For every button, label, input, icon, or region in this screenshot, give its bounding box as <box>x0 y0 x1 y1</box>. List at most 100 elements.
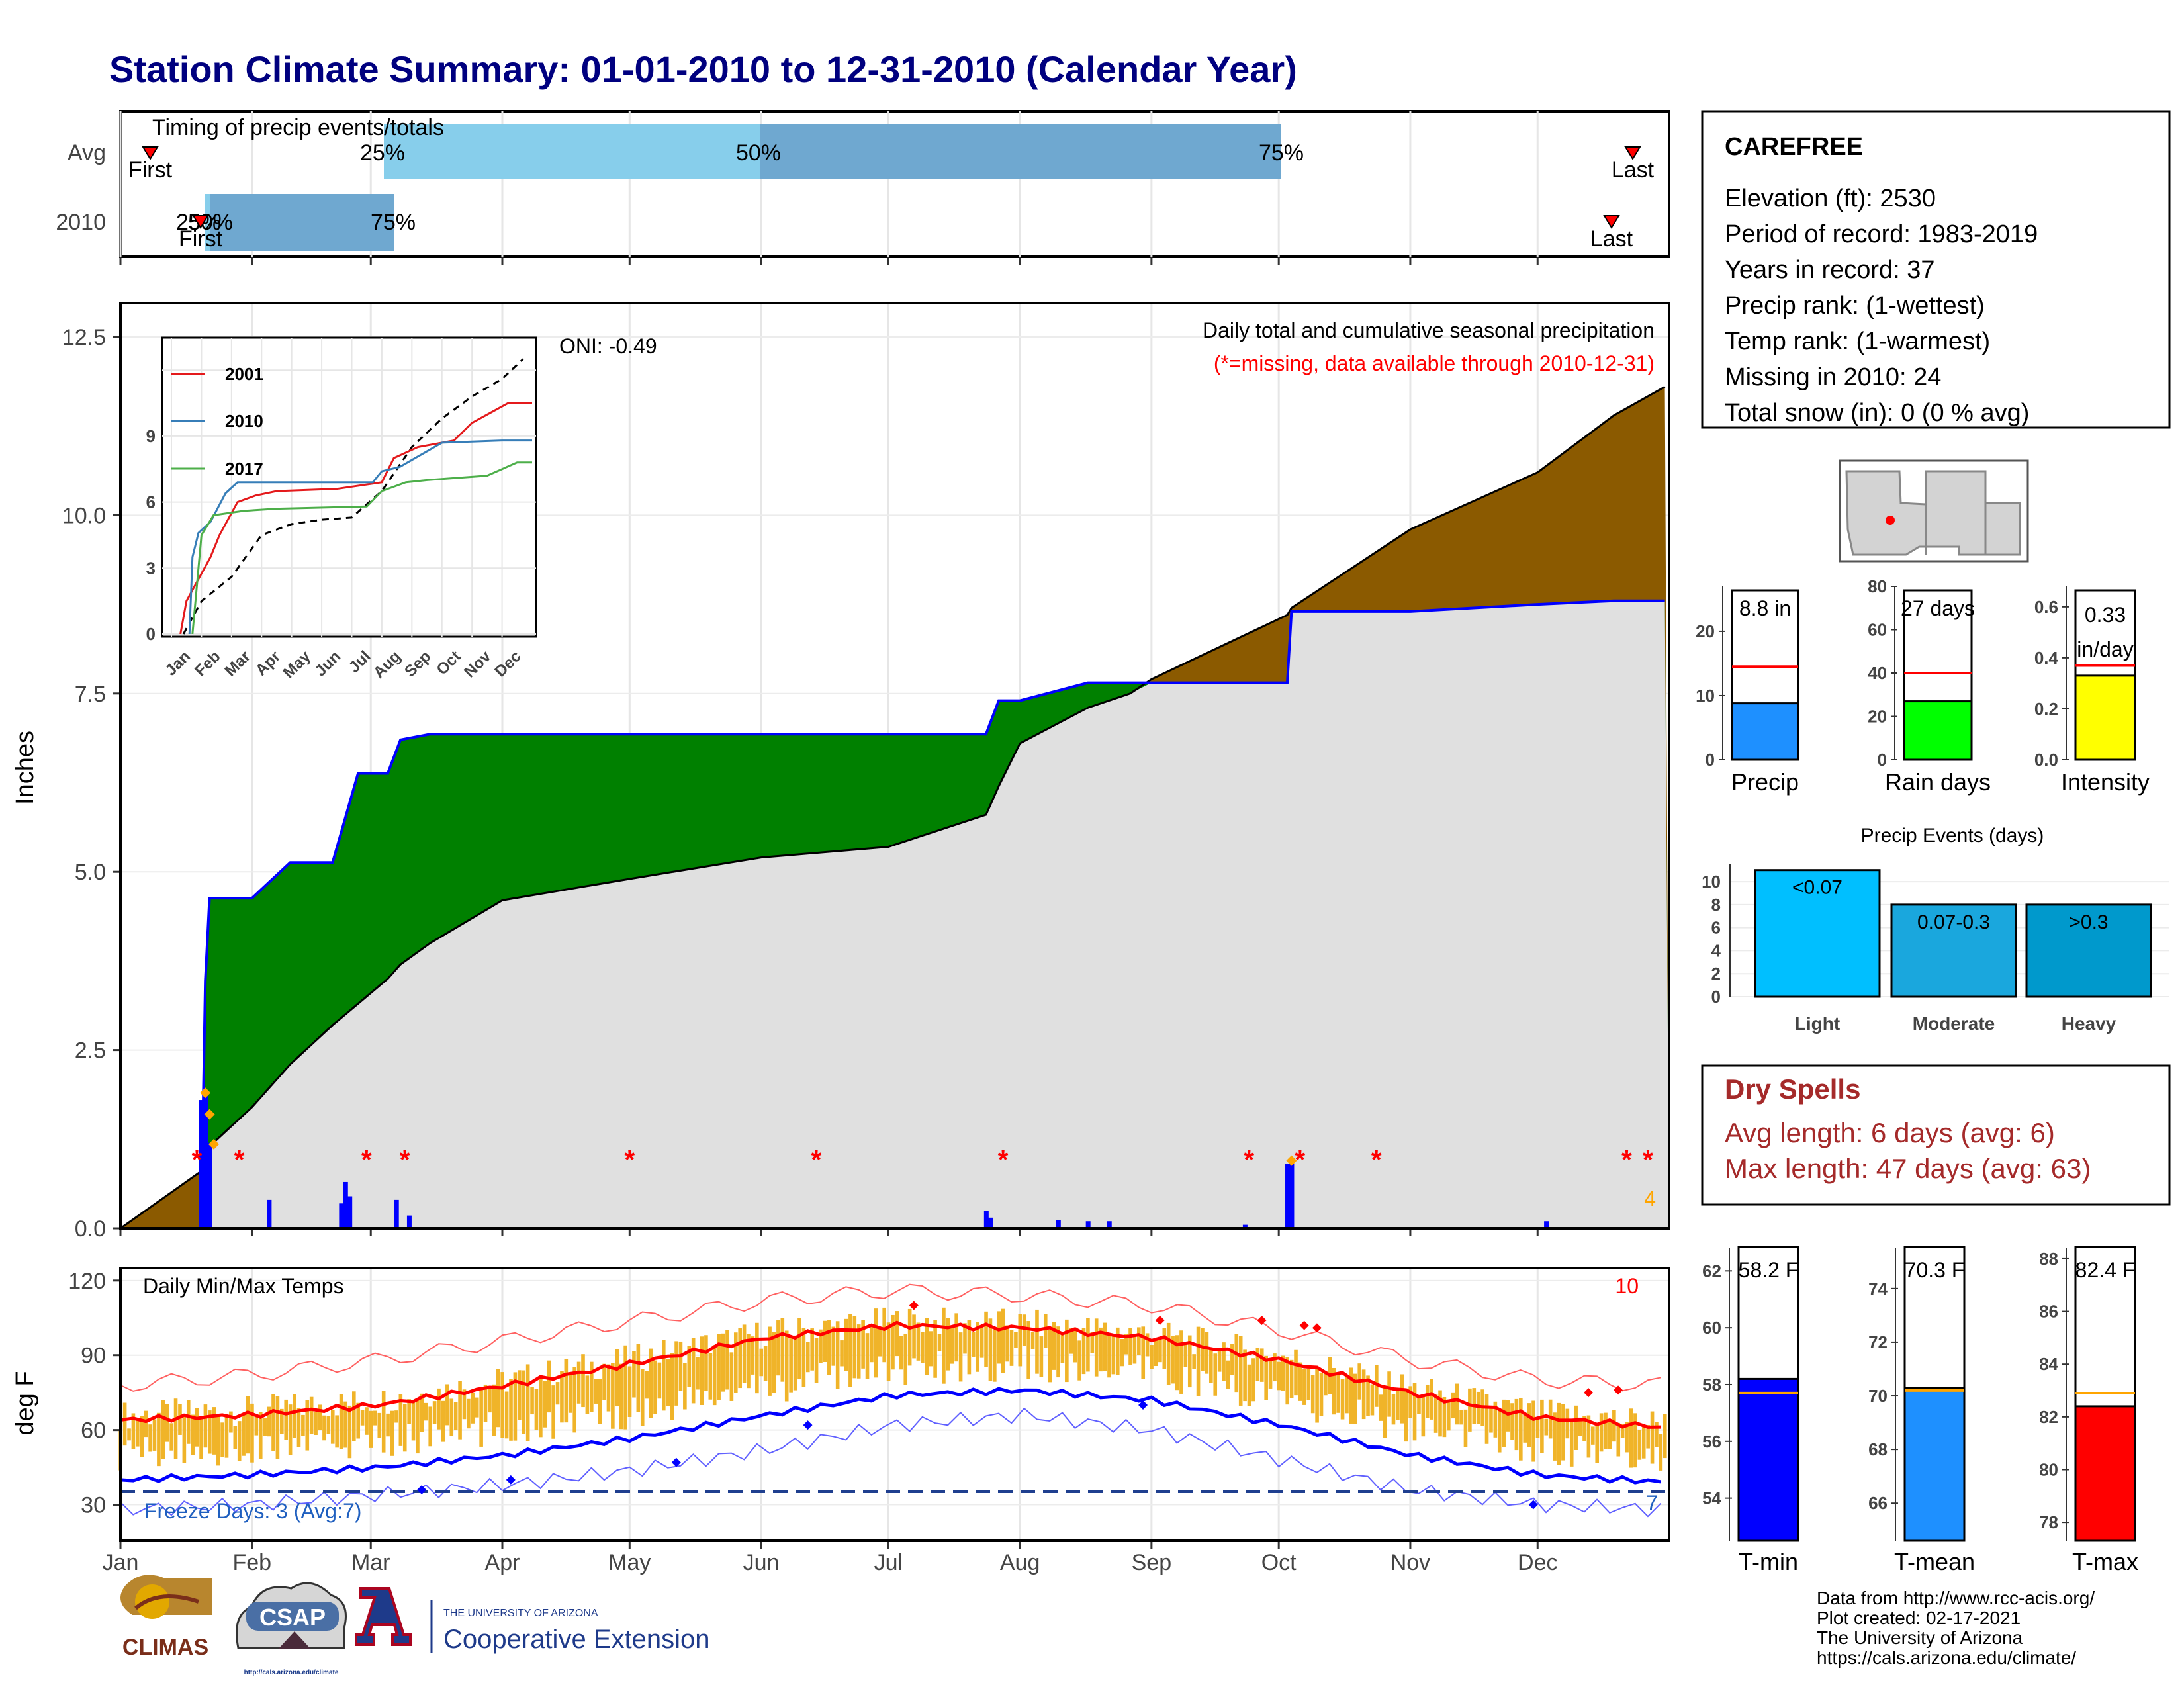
credit-line-2: Plot created: 02-17-2021 <box>1817 1608 2021 1628</box>
daily-temp-bar <box>916 1322 921 1361</box>
daily-temp-bar <box>929 1331 933 1367</box>
record-low-marker <box>417 1485 427 1494</box>
daily-precip-bar <box>339 1203 344 1228</box>
daily-temp-bar <box>691 1338 696 1404</box>
daily-temp-bar <box>967 1320 972 1375</box>
daily-temp-bar <box>1519 1398 1523 1461</box>
precip-panel-frame <box>119 302 1670 1230</box>
daily-temp-bar <box>449 1398 454 1437</box>
daily-temp-bar <box>479 1388 483 1447</box>
temp-panel-frame <box>119 1267 1670 1542</box>
temp-summary-tick-label: 70 <box>1868 1386 1888 1406</box>
inset-y-tick-label: 9 <box>146 426 156 446</box>
timing-2010-25-50-bar <box>205 194 210 251</box>
missing-day-marker: * <box>1621 1146 1632 1175</box>
month-label: Jan <box>103 1550 139 1575</box>
daily-precip-bar <box>1289 1164 1295 1228</box>
seasonal-summary-charts: 0 10 20 8.8 in Precip 0 20 40 60 80 27 days Rain da… <box>1696 576 2150 796</box>
inset-average-line <box>182 358 524 635</box>
daily-temp-bar <box>1107 1333 1111 1378</box>
missing-day-marker: * <box>1244 1146 1255 1175</box>
mini-chart-tick-label: 0.4 <box>2034 648 2059 668</box>
daily-temp-bar <box>402 1404 407 1452</box>
daily-temp-bar <box>840 1340 844 1367</box>
timing-panel: Timing of precip events/totals Avg 2010 … <box>56 110 1670 265</box>
missing-day-marker: * <box>234 1146 245 1175</box>
daily-temp-bar <box>632 1351 636 1398</box>
mini-chart-label: Precip <box>1731 768 1799 796</box>
temp-summary-label: T-min <box>1739 1548 1798 1575</box>
daily-temp-bar <box>1493 1401 1498 1438</box>
daily-temp-bar <box>1531 1400 1535 1462</box>
daily-temp-bar <box>793 1335 797 1391</box>
daily-temp-bar <box>780 1318 785 1382</box>
daily-temp-bar <box>1222 1342 1226 1381</box>
daily-temp-bar <box>203 1404 208 1448</box>
mini-chart-tick-label: 80 <box>1868 576 1887 596</box>
daily-temp-bar <box>237 1421 242 1461</box>
daily-temp-bar <box>1463 1409 1468 1447</box>
inset-y-tick-label: 0 <box>146 624 156 644</box>
record-high-marker <box>1614 1385 1623 1395</box>
timing-avg-50-75-bar <box>760 124 1281 179</box>
mini-chart-precip: 0 10 20 8.8 in Precip <box>1696 586 1799 796</box>
daily-temp-bar <box>1264 1355 1268 1400</box>
daily-temp-bar <box>1154 1338 1158 1367</box>
events-bar <box>1754 869 1881 998</box>
daily-temp-bar <box>670 1353 674 1420</box>
events-tick-label: 4 <box>1711 940 1721 960</box>
daily-temp-bar <box>1022 1314 1026 1346</box>
daily-temp-bar <box>309 1396 314 1434</box>
daily-temp-bar <box>763 1346 768 1381</box>
inset-y-tick-label: 6 <box>146 492 156 512</box>
daily-temp-bar <box>950 1328 954 1364</box>
last-label-2010: Last <box>1590 226 1633 251</box>
daily-temp-bar <box>674 1341 678 1406</box>
temp-panel: 30 60 90 120 Daily Min/Max Temps 10 Freeze … <box>11 1267 1670 1575</box>
daily-temp-bar <box>1026 1321 1030 1379</box>
daily-temp-bar <box>823 1320 827 1362</box>
mini-chart-bar <box>1731 702 1799 761</box>
daily-temp-bar <box>623 1345 627 1430</box>
daily-temp-bar <box>993 1330 997 1382</box>
daily-temp-bar <box>733 1332 738 1393</box>
daily-precip-bar <box>406 1215 412 1228</box>
temp-summary-tick-label: 86 <box>2039 1302 2058 1322</box>
daily-temp-bar <box>568 1374 572 1413</box>
record-low-marker <box>671 1457 681 1467</box>
credit-line-1: Data from http://www.rcc-acis.org/ <box>1817 1588 2095 1608</box>
first-marker-2010 <box>192 215 209 229</box>
daily-temp-bar <box>979 1326 984 1358</box>
daily-temp-bar <box>1302 1369 1306 1405</box>
credit-line-3: The University of Arizona <box>1817 1627 2023 1648</box>
daily-temp-bar <box>250 1403 254 1463</box>
daily-temp-bar <box>1069 1328 1073 1354</box>
temp-summary-tick-label: 58 <box>1702 1375 1721 1394</box>
daily-temp-bar <box>199 1418 203 1459</box>
daily-temp-bar <box>772 1332 776 1394</box>
daily-temp-bar <box>305 1400 310 1451</box>
daily-temp-bar <box>530 1387 534 1415</box>
inset-2017-line <box>191 461 532 635</box>
daily-temp-bar <box>322 1415 326 1441</box>
daily-temp-bar <box>1175 1335 1179 1391</box>
daily-temp-bar <box>903 1333 908 1385</box>
daily-precip-bar <box>1544 1221 1549 1228</box>
month-label: Jul <box>874 1550 903 1575</box>
daily-temp-bar <box>1162 1328 1167 1369</box>
precip-y-axis-label: Inches <box>11 731 39 805</box>
events-bar <box>1890 903 2017 998</box>
daily-temp-bar <box>1468 1388 1472 1432</box>
daily-temp-bar <box>1073 1327 1077 1363</box>
inset-2010-line <box>188 439 532 635</box>
daily-temp-bar <box>352 1391 356 1441</box>
daily-temp-bar <box>1476 1391 1480 1424</box>
daily-temp-bar <box>1557 1402 1561 1465</box>
daily-temp-bar <box>1128 1328 1132 1365</box>
daily-temp-bar <box>1565 1408 1570 1439</box>
daily-temp-bar <box>921 1332 925 1363</box>
daily-temp-bar <box>1430 1379 1433 1420</box>
station-elevation: Elevation (ft): 2530 <box>1725 185 1936 212</box>
daily-temp-bar <box>1310 1375 1315 1414</box>
daily-temp-bar <box>594 1379 598 1404</box>
